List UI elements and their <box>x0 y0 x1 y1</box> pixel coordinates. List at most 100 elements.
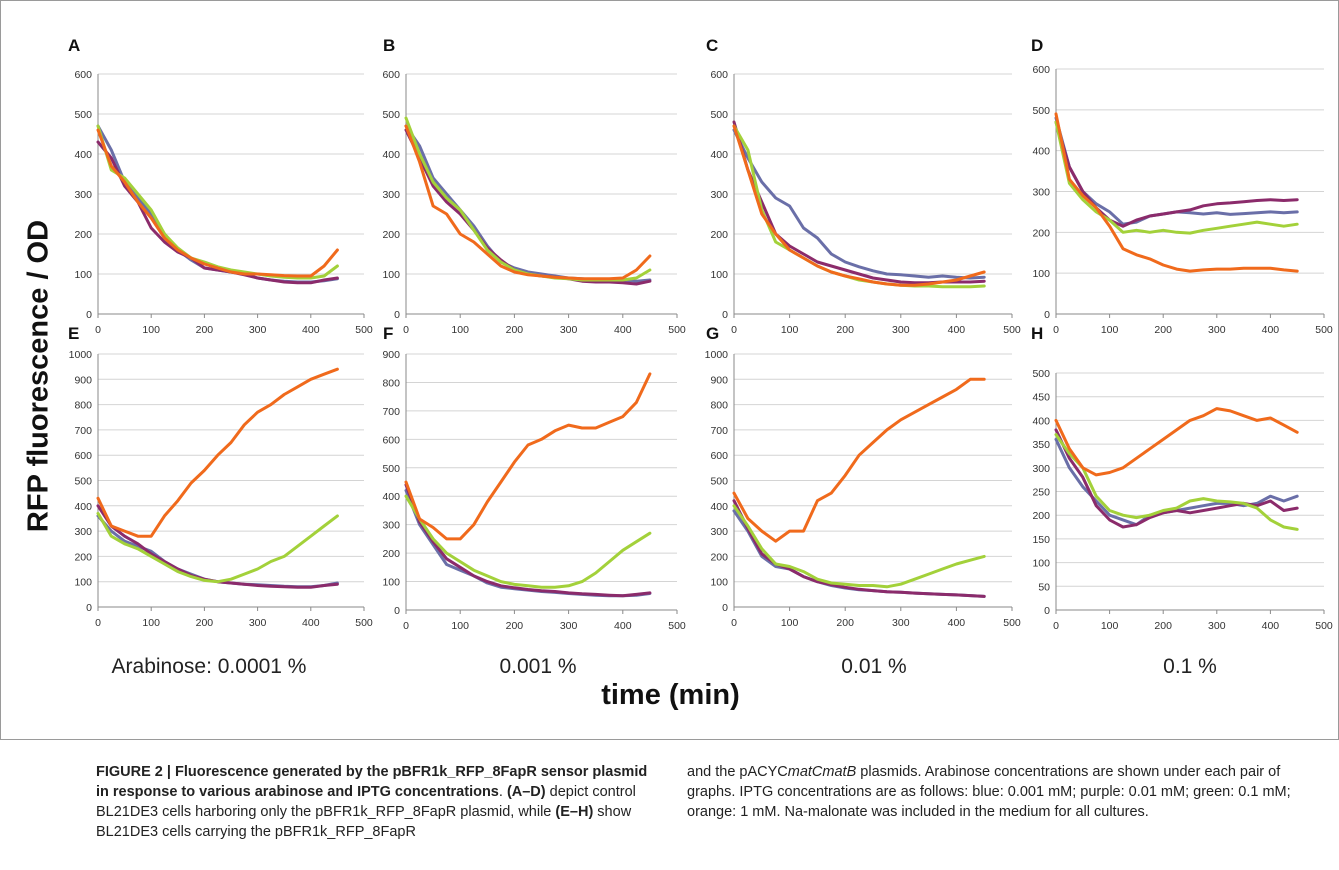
y-tick-label-a: 500 <box>74 109 92 121</box>
x-tick-label-d: 300 <box>1208 324 1226 336</box>
x-tick-label-e: 100 <box>142 617 160 629</box>
x-tick-label-d: 0 <box>1053 324 1059 336</box>
y-tick-label-d: 300 <box>1032 187 1050 199</box>
panel-label-f: F <box>383 324 393 343</box>
y-tick-label-h: 50 <box>1038 581 1050 593</box>
x-tick-label-g: 400 <box>948 617 966 629</box>
series-line-a-green <box>96 124 339 280</box>
x-tick-label-f: 400 <box>614 620 632 632</box>
x-tick-label-d: 400 <box>1262 324 1280 336</box>
y-tick-label-e: 1000 <box>69 349 93 361</box>
x-tick-label-h: 0 <box>1053 620 1059 632</box>
series-line-b-orange <box>404 124 652 281</box>
caption-figure-number: FIGURE 2 <box>96 764 163 780</box>
y-tick-label-g: 100 <box>710 577 728 589</box>
y-tick-label-a: 100 <box>74 269 92 281</box>
series-line-c-purple <box>732 120 986 285</box>
x-tick-label-c: 0 <box>731 324 737 336</box>
y-tick-label-f: 700 <box>382 406 400 418</box>
y-tick-label-c: 500 <box>710 109 728 121</box>
caption-text-3: show BL21DE3 cells carrying the pBFR1k_R… <box>96 804 632 840</box>
x-tick-label-b: 0 <box>403 324 409 336</box>
y-tick-label-d: 500 <box>1032 105 1050 117</box>
y-tick-label-b: 200 <box>382 229 400 241</box>
series-line-b-purple <box>404 128 652 286</box>
y-tick-label-b: 400 <box>382 149 400 161</box>
x-tick-label-a: 300 <box>249 324 267 336</box>
x-tick-label-f: 300 <box>560 620 578 632</box>
series-line-e-blue <box>96 514 339 589</box>
series-line-h-purple <box>1054 428 1299 529</box>
figure-frame: A 0 100 200 300 400 500 600 0 100 200 300 400 500 B 0 10… <box>0 0 1339 740</box>
y-tick-label-f: 200 <box>382 548 400 560</box>
y-tick-label-g: 300 <box>710 526 728 538</box>
series-line-f-purple <box>404 483 652 598</box>
series-line-a-blue <box>96 124 339 284</box>
caption-plasmid: matCmatB <box>787 764 857 780</box>
y-tick-label-g: 700 <box>710 425 728 437</box>
x-axis-label: time (min) <box>601 679 740 711</box>
series-line-e-green <box>96 511 339 584</box>
series-line-h-orange <box>1054 407 1299 477</box>
y-tick-label-b: 300 <box>382 189 400 201</box>
caption-text-2: depict control BL21DE3 cells harboring o… <box>96 784 636 820</box>
series-line-d-purple <box>1054 120 1299 228</box>
y-axis-label: RFP fluorescence / OD <box>9 201 69 551</box>
y-tick-label-f: 500 <box>382 463 400 475</box>
y-tick-label-f: 0 <box>394 605 400 617</box>
x-tick-label-c: 200 <box>836 324 854 336</box>
x-tick-label-b: 400 <box>614 324 632 336</box>
x-tick-label-a: 0 <box>95 324 101 336</box>
panel-label-a: A <box>68 36 80 55</box>
y-tick-label-a: 400 <box>74 149 92 161</box>
x-tick-label-c: 400 <box>948 324 966 336</box>
x-tick-label-a: 400 <box>302 324 320 336</box>
series-line-f-blue <box>404 489 652 598</box>
x-tick-label-b: 500 <box>668 324 686 336</box>
x-tick-label-a: 200 <box>196 324 214 336</box>
x-tick-label-h: 100 <box>1101 620 1119 632</box>
x-tick-label-g: 0 <box>731 617 737 629</box>
series-line-a-purple <box>96 140 339 285</box>
y-tick-label-h: 200 <box>1032 510 1050 522</box>
series-line-g-green <box>732 504 986 589</box>
x-tick-label-f: 200 <box>506 620 524 632</box>
y-tick-label-f: 400 <box>382 491 400 503</box>
caption-title: Fluorescence generated by the pBFR1k_RFP… <box>96 764 648 800</box>
x-tick-label-c: 500 <box>1003 324 1021 336</box>
x-tick-label-h: 400 <box>1262 620 1280 632</box>
caption-separator: | <box>162 764 175 780</box>
x-tick-label-c: 300 <box>892 324 910 336</box>
x-tick-label-g: 500 <box>1003 617 1021 629</box>
x-tick-label-g: 300 <box>892 617 910 629</box>
series-line-d-green <box>1054 120 1299 235</box>
series-line-d-orange <box>1054 112 1299 273</box>
x-tick-label-h: 500 <box>1315 620 1333 632</box>
y-tick-label-h: 250 <box>1032 487 1050 499</box>
x-tick-label-e: 500 <box>355 617 373 629</box>
y-tick-label-f: 300 <box>382 520 400 532</box>
y-tick-label-g: 600 <box>710 450 728 462</box>
series-line-c-orange <box>732 124 986 287</box>
x-tick-label-e: 300 <box>249 617 267 629</box>
series-line-g-blue <box>732 509 986 598</box>
arabinose-label-1: Arabinose: 0.0001 % <box>111 655 307 678</box>
y-tick-label-e: 200 <box>74 551 92 563</box>
y-tick-label-c: 200 <box>710 229 728 241</box>
x-tick-label-d: 200 <box>1154 324 1172 336</box>
y-tick-label-d: 100 <box>1032 268 1050 280</box>
y-tick-label-e: 600 <box>74 450 92 462</box>
caption-right: and the pACYCmatCmatB plasmids. Arabinos… <box>687 762 1327 822</box>
y-tick-label-h: 350 <box>1032 439 1050 451</box>
x-tick-label-g: 100 <box>781 617 799 629</box>
y-tick-label-e: 800 <box>74 400 92 412</box>
panel-label-g: G <box>706 324 719 343</box>
x-tick-label-f: 500 <box>668 620 686 632</box>
x-tick-label-e: 0 <box>95 617 101 629</box>
x-tick-label-e: 400 <box>302 617 320 629</box>
x-tick-label-b: 200 <box>506 324 524 336</box>
series-line-c-blue <box>732 128 986 280</box>
series-line-a-orange <box>96 128 339 278</box>
y-tick-label-g: 900 <box>710 374 728 386</box>
caption-ref-eh: (E–H) <box>555 804 594 820</box>
